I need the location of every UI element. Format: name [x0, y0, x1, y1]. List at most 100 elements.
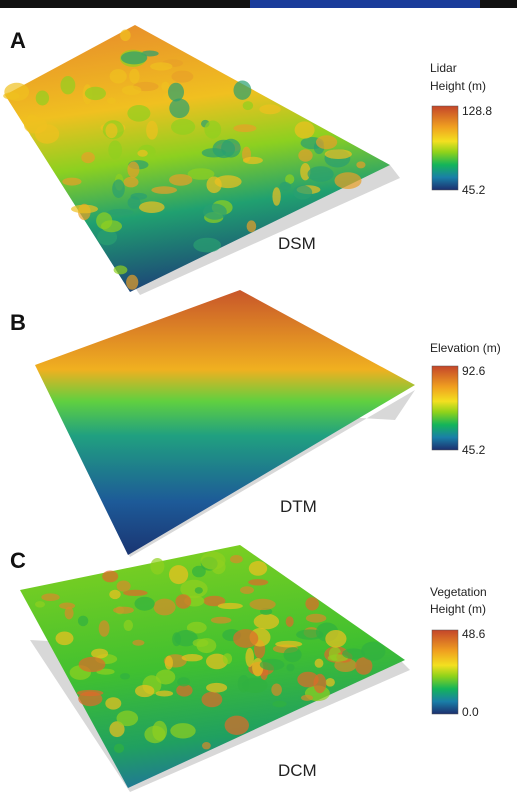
canopy-blob: [127, 105, 151, 122]
canopy-blob: [313, 673, 327, 694]
canopy-blob: [325, 630, 347, 648]
canopy-blob: [129, 68, 140, 84]
canopy-blob: [253, 613, 280, 630]
canopy-blob: [186, 621, 207, 634]
canopy-blob: [116, 710, 139, 727]
canopy-blob: [91, 648, 109, 659]
canopy-blob: [171, 70, 194, 83]
canopy-blob: [62, 177, 82, 186]
canopy-blob: [102, 570, 119, 583]
canopy-blob: [164, 655, 173, 670]
canopy-blob: [84, 86, 106, 101]
canopy-blob: [126, 274, 139, 290]
canopy-blob: [81, 152, 95, 164]
canopy-blob: [71, 204, 98, 214]
canopy-blob: [155, 669, 176, 685]
canopy-blob: [222, 653, 233, 665]
canopy-blob: [161, 81, 170, 92]
canopy-blob: [23, 117, 48, 134]
canopy-blob: [76, 689, 104, 697]
canopy-blob: [101, 220, 122, 233]
canopy-blob: [152, 720, 168, 741]
canopy-blob: [272, 187, 281, 206]
canopy-blob: [279, 181, 291, 191]
colorbar: [431, 105, 459, 191]
canopy-blob: [242, 156, 263, 165]
canopy-blob: [201, 691, 223, 708]
colorbar: [431, 365, 459, 451]
canopy-blob: [259, 104, 281, 115]
canopy-blob: [217, 602, 243, 610]
canopy-blob: [169, 565, 189, 585]
legend-title: Elevation (m): [430, 341, 501, 355]
canopy-blob: [233, 629, 259, 648]
canopy-blob: [300, 163, 311, 181]
canopy-blob: [176, 684, 193, 697]
canopy-blob: [41, 593, 60, 601]
canopy-blob: [121, 85, 142, 96]
legend-title: Vegetation: [430, 585, 487, 599]
canopy-blob: [127, 196, 141, 209]
canopy-blob: [177, 677, 191, 687]
canopy-blob: [206, 176, 222, 194]
canopy-blob: [307, 166, 334, 182]
model-name: DTM: [280, 497, 317, 516]
canopy-blob: [246, 220, 257, 233]
canopy-blob: [105, 123, 118, 139]
canopy-blob: [150, 62, 173, 71]
canopy-blob: [194, 587, 203, 594]
panel-letter: A: [10, 28, 26, 53]
canopy-blob: [113, 265, 128, 275]
canopy-blob: [193, 237, 222, 253]
canopy-blob: [170, 723, 196, 739]
canopy-blob: [105, 697, 122, 710]
canopy-blob: [286, 663, 295, 672]
canopy-blob: [98, 620, 110, 637]
canopy-blob: [334, 172, 362, 190]
canopy-blob: [120, 51, 148, 65]
canopy-blob: [153, 598, 176, 616]
canopy-blob: [139, 201, 165, 213]
canopy-blob: [127, 161, 140, 178]
canopy-blob: [297, 671, 319, 688]
canopy-blob: [59, 602, 76, 610]
panel-letter: C: [10, 548, 26, 573]
canopy-blob: [78, 656, 106, 673]
canopy-blob: [233, 80, 252, 100]
legend-title: Lidar: [430, 61, 457, 75]
surface-dtm: [35, 290, 415, 555]
canopy-blob: [107, 208, 134, 216]
canopy-blob: [112, 179, 125, 198]
canopy-blob: [275, 640, 303, 648]
canopy-blob: [168, 82, 184, 102]
canopy-blob: [64, 606, 74, 620]
legend-min: 0.0: [462, 705, 479, 719]
canopy-blob: [113, 743, 125, 753]
canopy-blob: [210, 616, 232, 624]
canopy-blob: [272, 700, 287, 708]
legend-max: 92.6: [462, 364, 486, 378]
panel-letter: B: [10, 310, 26, 335]
canopy-blob: [203, 203, 227, 220]
canopy-blob: [203, 595, 226, 607]
canopy-blob: [180, 579, 208, 599]
canopy-blob: [298, 149, 313, 162]
canopy-blob: [305, 613, 327, 623]
legend-min: 45.2: [462, 443, 486, 457]
canopy-blob: [155, 690, 174, 697]
canopy-blob: [355, 657, 373, 675]
canopy-blob: [169, 98, 190, 119]
canopy-blob: [192, 565, 206, 578]
canopy-blob: [175, 594, 192, 609]
canopy-texture: [3, 29, 366, 290]
canopy-blob: [206, 682, 228, 693]
canopy-blob: [249, 598, 276, 611]
canopy-blob: [285, 616, 294, 627]
canopy-blob: [181, 654, 203, 662]
canopy-blob: [324, 149, 352, 160]
canopy-blob: [134, 596, 155, 611]
canopy-blob: [116, 580, 131, 592]
canopy-blob: [271, 683, 282, 696]
colorbar: [431, 629, 459, 715]
